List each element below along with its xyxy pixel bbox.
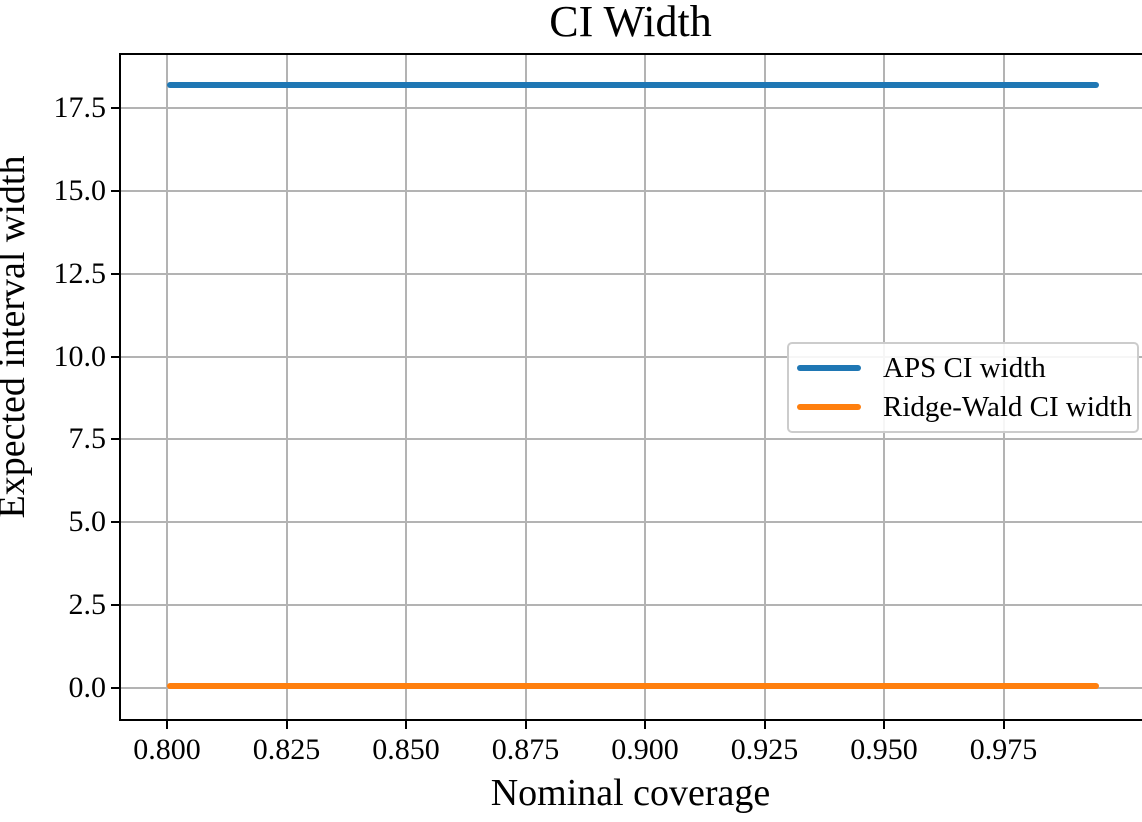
- y-tick-mark: [111, 438, 119, 441]
- y-tick-label: 0.0: [68, 671, 107, 704]
- chart-title: CI Width: [549, 0, 712, 46]
- x-tick-mark: [1002, 721, 1005, 729]
- legend-line-sample-aps: [797, 364, 861, 371]
- x-tick-label: 0.975: [969, 733, 1038, 766]
- y-gridline: [119, 438, 1142, 441]
- x-gridline: [166, 53, 168, 721]
- y-gridline: [119, 521, 1142, 524]
- y-tick-mark: [111, 106, 119, 109]
- x-tick-label: 0.850: [372, 733, 440, 766]
- x-tick-label: 0.825: [252, 733, 321, 766]
- y-tick-label: 17.5: [53, 90, 107, 124]
- x-gridline: [405, 53, 407, 721]
- x-gridline: [285, 53, 288, 721]
- legend-item-aps: APS CI width: [797, 352, 1137, 384]
- x-tick-label: 0.875: [491, 733, 560, 766]
- x-gridline: [524, 53, 527, 721]
- y-gridline: [119, 272, 1142, 275]
- legend-label-ridge-wald: Ridge-Wald CI width: [883, 391, 1132, 424]
- x-tick-mark: [405, 721, 407, 729]
- x-tick-label: 0.925: [730, 733, 799, 766]
- y-tick-label: 12.5: [53, 256, 107, 290]
- y-tick-label: 7.5: [68, 422, 107, 456]
- legend: APS CI width Ridge-Wald CI width: [787, 342, 1139, 433]
- legend-line-sample-ridge-wald: [797, 404, 861, 411]
- y-tick-mark: [111, 355, 119, 358]
- y-tick-label: 5.0: [68, 505, 107, 539]
- x-tick-label: 0.950: [850, 733, 918, 766]
- x-tick-mark: [763, 721, 766, 729]
- y-gridline: [119, 355, 1142, 358]
- x-tick-mark: [166, 721, 168, 729]
- legend-item-ridge-wald: Ridge-Wald CI width: [797, 391, 1137, 423]
- y-gridline: [119, 604, 1142, 607]
- y-tick-label: 2.5: [68, 588, 107, 622]
- x-tick-mark: [883, 721, 885, 729]
- x-tick-mark: [644, 721, 646, 729]
- x-gridline: [644, 53, 646, 721]
- y-tick-mark: [111, 272, 119, 275]
- x-tick-mark: [524, 721, 527, 729]
- x-tick-label: 0.800: [133, 733, 201, 766]
- x-tick-label: 0.900: [611, 733, 679, 766]
- y-tick-mark: [111, 687, 119, 689]
- y-tick-mark: [111, 521, 119, 524]
- x-gridline: [763, 53, 766, 721]
- y-gridline: [119, 106, 1142, 109]
- y-tick-mark: [111, 189, 119, 192]
- x-tick-mark: [285, 721, 288, 729]
- legend-label-aps: APS CI width: [883, 351, 1046, 384]
- y-tick-label: 15.0: [53, 173, 107, 207]
- x-axis-label: Nominal coverage: [490, 772, 771, 814]
- y-gridline: [119, 189, 1142, 192]
- series-line-aps: [167, 81, 1100, 88]
- series-line-ridge-wald: [167, 683, 1100, 690]
- y-tick-mark: [111, 604, 119, 607]
- y-tick-label: 10.0: [53, 339, 107, 373]
